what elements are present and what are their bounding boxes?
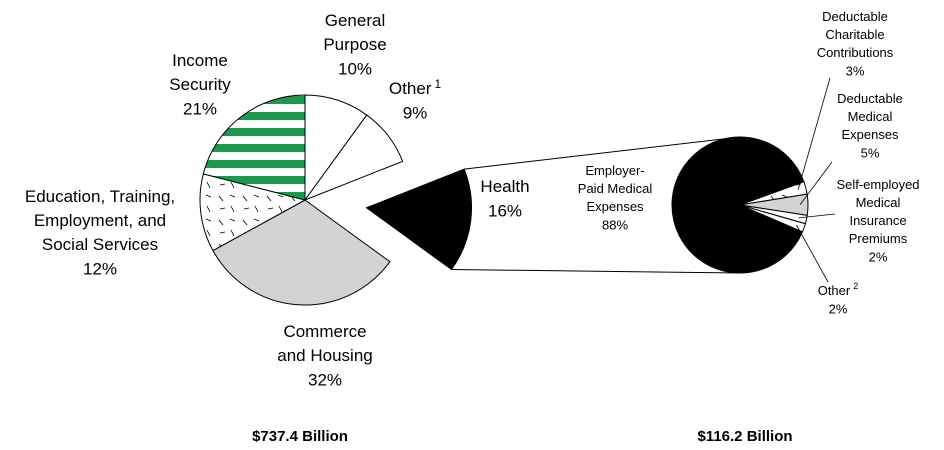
slice-label-line: Social Services [42,235,158,254]
slice-label: Commerce [283,322,366,341]
slice-label-line: Contributions [817,45,894,60]
slice-label-line: Premiums [849,231,908,246]
slice-label-line: Medical [856,195,901,210]
slice-label: Paid Medical [578,181,653,196]
slice-label-line: Other [818,283,851,298]
value-label: 2% [829,301,848,316]
slice-label-line: Charitable [825,27,884,42]
slice-label: and Housing [277,346,372,365]
pie-slice [202,94,306,201]
connector-line [451,268,741,274]
slice-label-line: Employment, and [34,211,166,230]
pie-slice [671,136,805,274]
value-label: 32% [308,370,342,389]
value-label: 16% [488,201,522,220]
slice-label: Health [480,177,529,196]
slice-label: Social Services [42,235,158,254]
slice-label-line: General [325,11,385,30]
slice-label-line: Purpose [323,35,386,54]
slice-label-line: Expenses [586,199,644,214]
value-label: 12% [83,259,117,278]
slice-label: Purpose [323,35,386,54]
value-label: 5% [861,145,880,160]
footnote-mark: 1 [434,77,441,91]
slice-label-line: Deductable [822,9,888,24]
slice-label-line: Education, Training, [25,187,175,206]
slice-label: Other 1 [389,77,442,98]
slice-label-line: Health [480,177,529,196]
slice-label: Premiums [849,231,908,246]
slice-label: Deductable [837,91,903,106]
slice-label-line: Commerce [283,322,366,341]
slice-label: Other 2 [818,281,859,298]
pie-slice [212,199,391,306]
slice-label-line: Paid Medical [578,181,653,196]
value-label: 3% [846,63,865,78]
slice-label-line: Other [389,79,432,98]
slice-label: Education, Training, [25,187,175,206]
slice-label: Self-employed [836,177,919,192]
slice-label-line: Deductable [837,91,903,106]
slice-label: Deductable [822,9,888,24]
slice-label: Security [169,75,231,94]
slice-label: Medical [848,109,893,124]
leader-line [797,77,831,190]
value-label: 88% [602,217,628,232]
slice-label: Expenses [586,199,644,214]
slice-label: Income [172,51,228,70]
slice-label: Employer- [585,163,644,178]
slice-label: Contributions [817,45,894,60]
slice-label-line: Security [169,75,231,94]
slice-label-line: Income [172,51,228,70]
footnote-mark: 2 [853,281,858,291]
value-label: 2% [869,249,888,264]
slice-label-line: Medical [848,109,893,124]
slice-label-line: Expenses [841,127,899,142]
slice-label-line: Insurance [849,213,906,228]
slice-label: General [325,11,385,30]
value-label: 21% [183,99,217,118]
connector-line [464,136,741,170]
leader-line [796,224,829,283]
total-label: $737.4 Billion [252,428,348,445]
slice-label: Employment, and [34,211,166,230]
pie-slice [199,173,307,252]
slice-label-line: and Housing [277,346,372,365]
pie-slice [365,168,473,271]
slice-label: Insurance [849,213,906,228]
slice-label: Charitable [825,27,884,42]
pie-slice [303,114,404,202]
slice-label-line: Employer- [585,163,644,178]
value-label: 10% [338,59,372,78]
leader-line [798,213,836,219]
slice-label-line: Self-employed [836,177,919,192]
value-label: 9% [403,103,428,122]
slice-label: Medical [856,195,901,210]
total-label: $116.2 Billion [697,428,792,445]
slice-label: Expenses [841,127,899,142]
leader-line [799,161,833,206]
pie-slice [739,204,806,233]
